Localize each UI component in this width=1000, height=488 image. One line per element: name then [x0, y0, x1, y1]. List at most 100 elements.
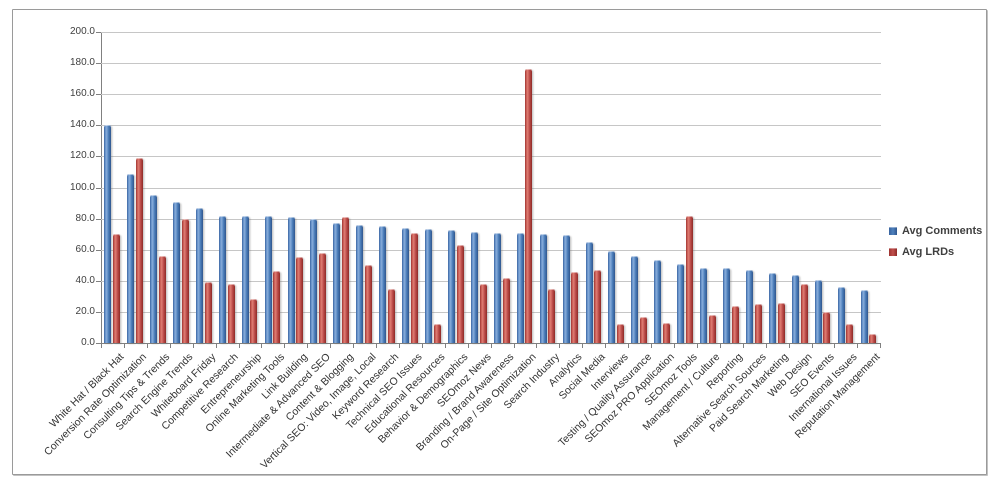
bar-avg-lrds — [731, 305, 739, 343]
gridline — [101, 218, 881, 220]
gridline — [101, 280, 881, 282]
bar-avg-comments — [745, 269, 753, 343]
y-axis-label: 180.0 — [69, 57, 95, 69]
bar-avg-lrds — [640, 316, 648, 343]
y-axis-label: 200.0 — [69, 26, 95, 37]
bar-avg-lrds — [754, 304, 762, 343]
x-axis-tick — [238, 344, 240, 348]
bar-avg-comments — [585, 241, 593, 343]
x-axis-tick — [169, 344, 171, 348]
bar-avg-lrds — [456, 245, 464, 343]
x-axis-tick — [651, 344, 653, 348]
y-axis-tick — [96, 156, 101, 158]
bar-avg-lrds — [112, 234, 120, 343]
legend: Avg Comments Avg LRDs — [889, 225, 982, 267]
bar-avg-lrds — [617, 324, 625, 343]
bar-avg-lrds — [571, 272, 579, 343]
x-axis-tick — [674, 344, 675, 348]
x-axis-tick — [513, 344, 515, 348]
x-axis-tick — [261, 344, 263, 348]
x-axis-tick — [215, 344, 217, 348]
bar-avg-comments — [723, 268, 731, 343]
y-axis-tick — [96, 125, 101, 127]
y-axis-tick — [96, 94, 101, 96]
bar-avg-comments — [150, 195, 158, 343]
legend-item-avg-comments: Avg Comments — [889, 225, 982, 237]
x-axis-tick — [421, 344, 423, 348]
x-axis-line — [101, 343, 881, 344]
x-axis-tick — [467, 344, 469, 348]
y-axis-tick — [96, 187, 101, 189]
bar-avg-lrds — [387, 288, 395, 343]
x-axis-tick — [376, 344, 378, 348]
bar-avg-comments — [791, 274, 799, 343]
bar-avg-comments — [516, 232, 524, 343]
x-axis-tick — [880, 344, 882, 348]
bar-avg-comments — [814, 280, 822, 343]
y-axis-tick — [96, 249, 101, 251]
bar-avg-lrds — [250, 299, 258, 343]
legend-swatch-avg-comments-icon — [889, 227, 897, 235]
gridline — [101, 156, 881, 158]
bar-avg-comments — [493, 232, 501, 343]
bar-avg-comments — [402, 227, 410, 343]
bar-avg-lrds — [158, 255, 166, 343]
x-axis-tick — [811, 344, 813, 348]
x-axis-tick — [765, 344, 767, 348]
bar-avg-lrds — [525, 69, 533, 343]
bar-avg-lrds — [296, 257, 304, 343]
bar-avg-comments — [264, 215, 272, 343]
plot-area — [96, 32, 882, 348]
bar-avg-lrds — [479, 283, 487, 343]
bar-avg-comments — [104, 124, 112, 343]
bar-avg-lrds — [594, 269, 602, 343]
bar-avg-lrds — [410, 233, 418, 343]
gridline — [101, 311, 881, 313]
x-axis-tick — [742, 344, 744, 348]
legend-item-avg-lrds: Avg LRDs — [889, 246, 982, 258]
y-axis-label: 40.0 — [75, 274, 95, 286]
bar-avg-comments — [310, 218, 318, 343]
bar-avg-lrds — [708, 315, 716, 343]
bar-avg-lrds — [548, 288, 556, 343]
bar-avg-lrds — [181, 218, 189, 343]
legend-label-avg-lrds: Avg LRDs — [902, 246, 955, 258]
bar-avg-comments — [333, 223, 341, 343]
bar-avg-lrds — [204, 282, 212, 343]
bar-avg-lrds — [869, 333, 877, 343]
bar-avg-lrds — [685, 215, 693, 343]
gridline — [101, 32, 881, 33]
bar-avg-comments — [218, 215, 226, 343]
gridline — [101, 187, 881, 189]
x-axis-tick — [834, 344, 836, 348]
bar-avg-lrds — [502, 278, 510, 343]
bar-avg-comments — [470, 231, 478, 343]
y-axis-tick — [96, 280, 101, 282]
bar-avg-comments — [448, 230, 455, 343]
x-axis-tick — [123, 344, 125, 348]
gridline — [101, 63, 881, 65]
bar-avg-comments — [241, 215, 249, 343]
legend-swatch-avg-lrds-icon — [889, 248, 897, 256]
bar-avg-comments — [356, 224, 364, 343]
bar-avg-comments — [172, 202, 180, 343]
x-axis-tick — [444, 344, 446, 348]
bar-avg-comments — [562, 234, 570, 343]
y-axis-tick — [96, 343, 101, 344]
y-axis-label: 0.0 — [81, 337, 95, 348]
x-axis-tick — [788, 344, 790, 348]
x-axis-tick — [398, 344, 400, 348]
x-axis-tick — [353, 344, 355, 348]
y-axis-tick — [96, 32, 101, 33]
bar-avg-comments — [539, 234, 547, 343]
x-axis-tick — [307, 344, 309, 348]
x-axis-tick — [582, 344, 584, 348]
y-axis-label: 140.0 — [69, 119, 95, 131]
x-axis-tick — [559, 344, 561, 348]
bar-avg-lrds — [342, 217, 350, 343]
y-axis-label: 20.0 — [75, 305, 95, 317]
y-axis-label: 60.0 — [75, 243, 95, 255]
gridline — [101, 125, 881, 127]
x-axis-tick — [490, 344, 492, 348]
